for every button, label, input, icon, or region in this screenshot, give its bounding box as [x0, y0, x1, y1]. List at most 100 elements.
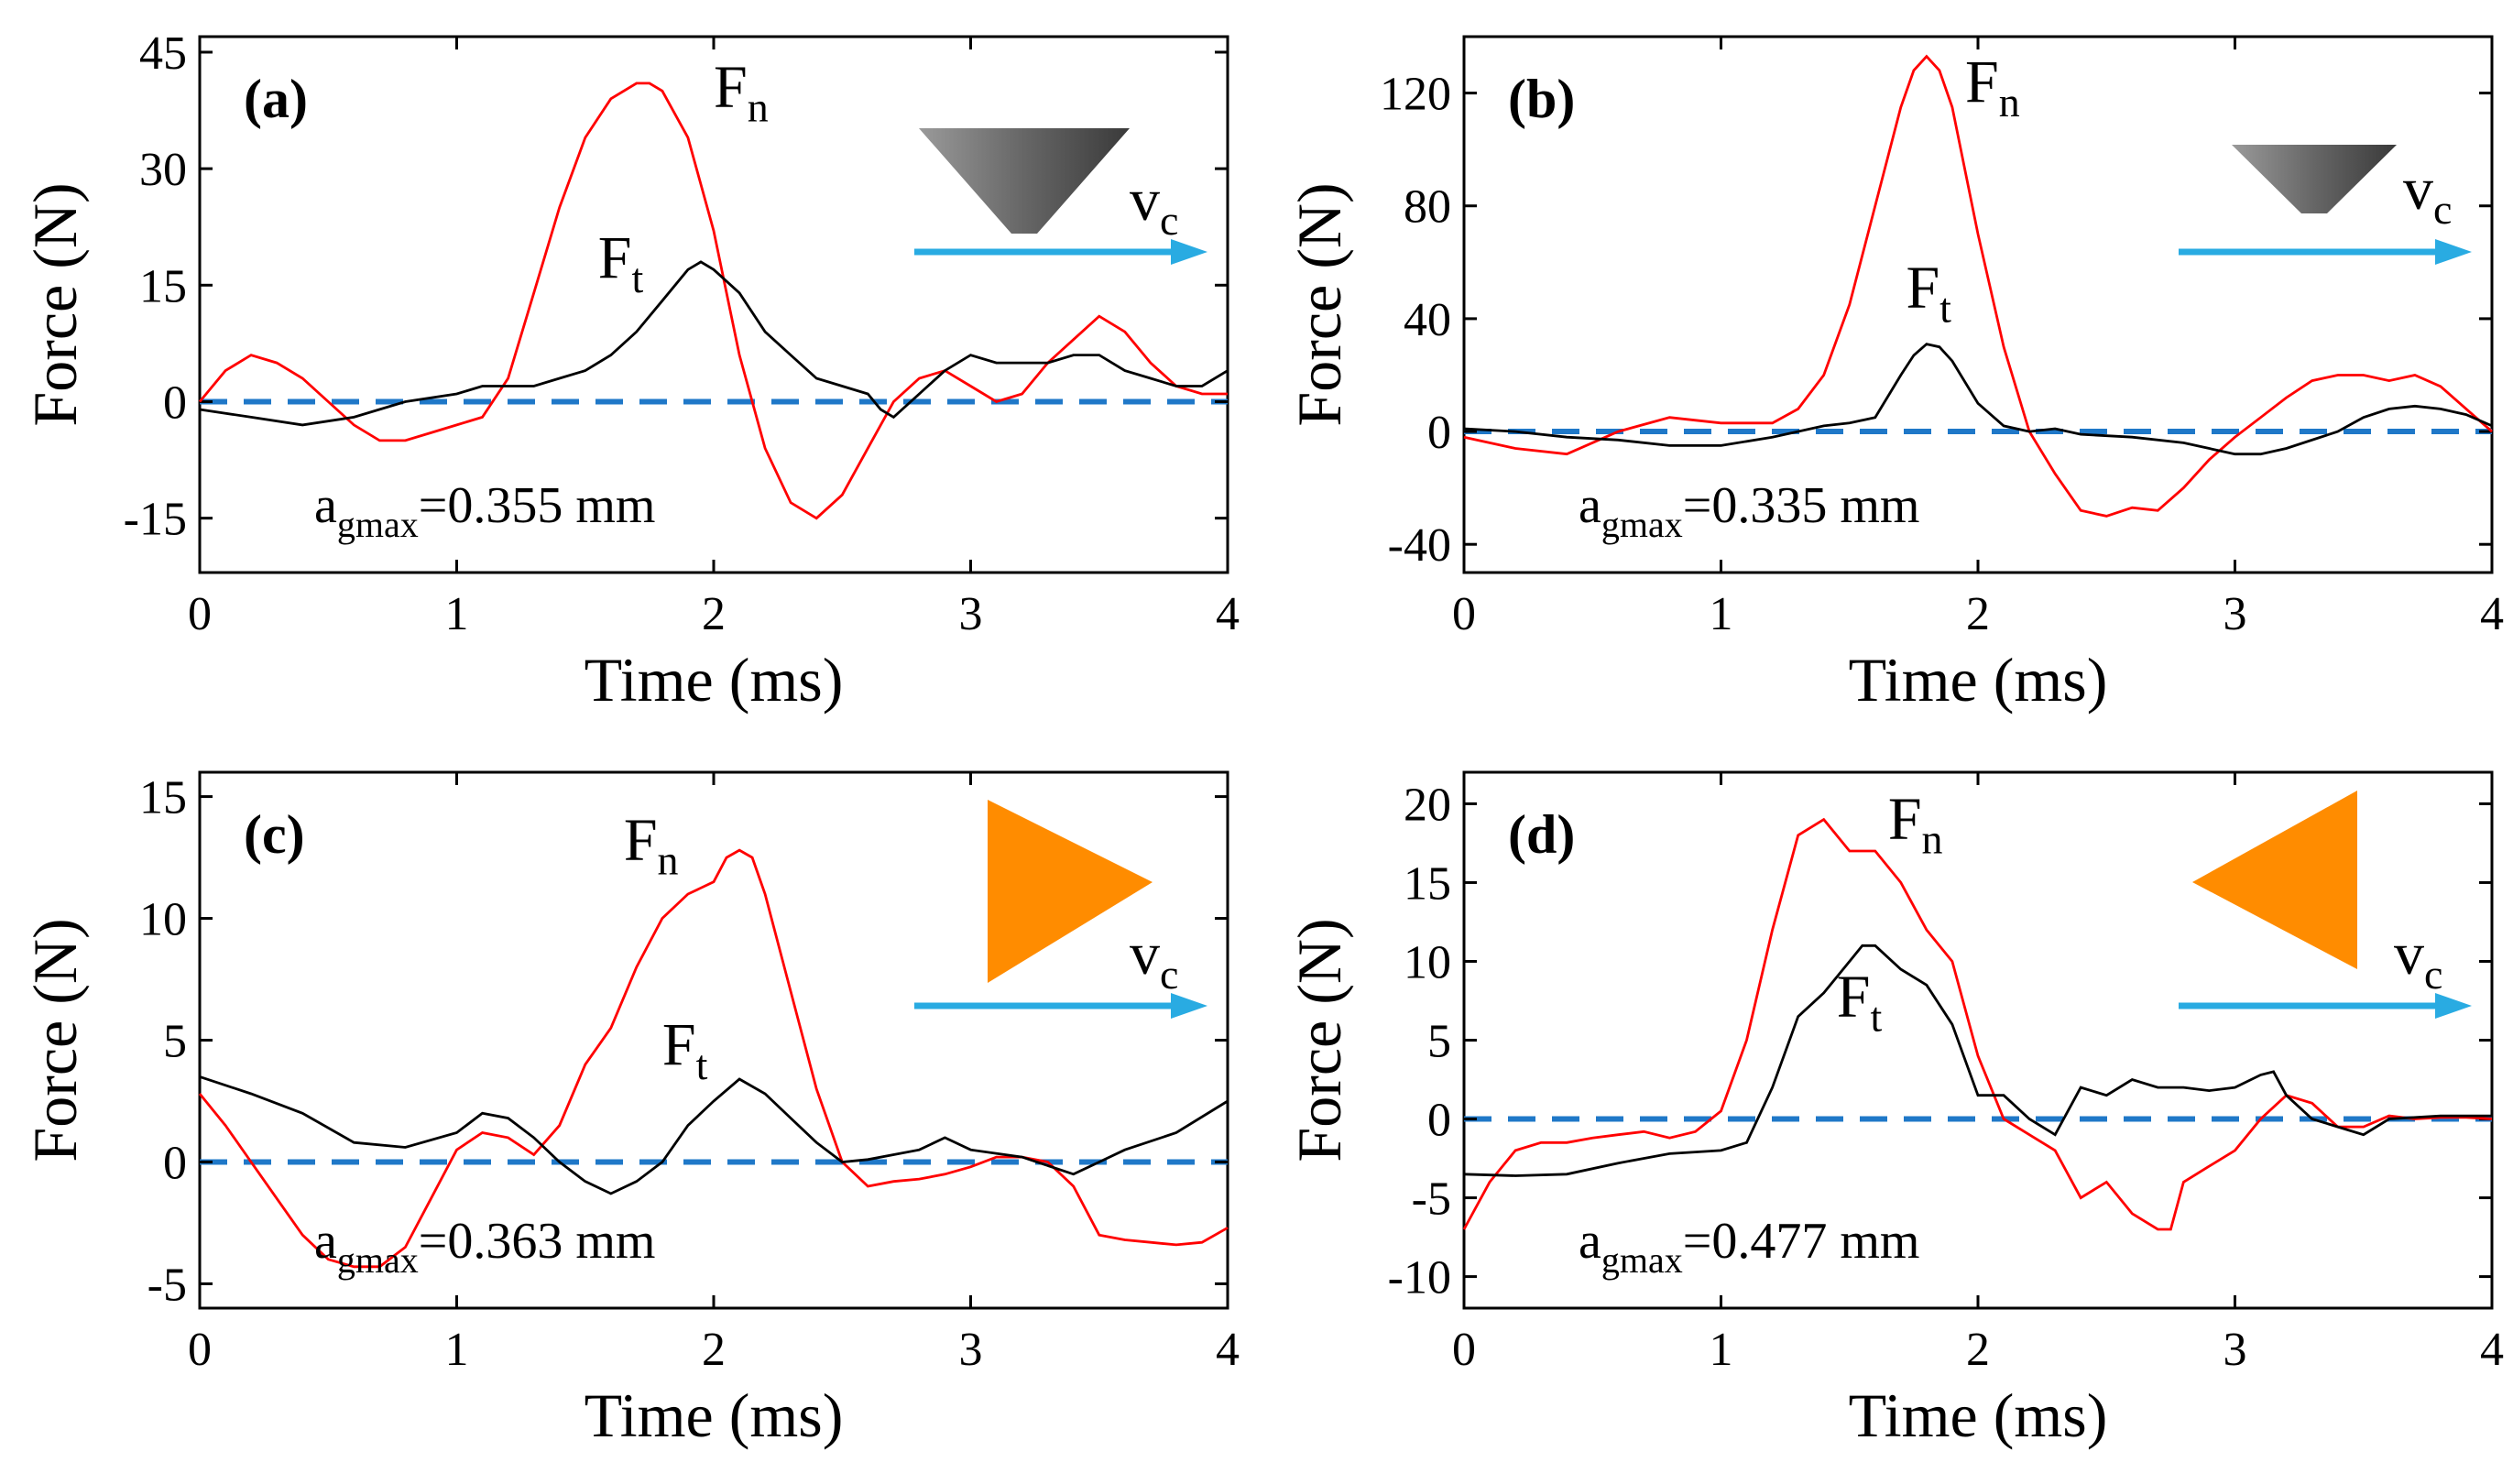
velocity-label: vc — [1130, 167, 1178, 244]
x-tick-label: 1 — [1710, 1324, 1733, 1376]
y-tick-label: 0 — [163, 1137, 187, 1189]
x-tick-label: 1 — [445, 1324, 469, 1376]
velocity-label-sub: c — [2433, 186, 2452, 233]
y-tick-label: 5 — [1427, 1016, 1451, 1068]
series-label-ft-main: F — [1906, 255, 1939, 322]
series-label-ft-main: F — [662, 1011, 696, 1078]
velocity-arrow-head — [1171, 239, 1207, 265]
series-line-ft — [1463, 944, 2492, 1177]
gmax-note-main: a — [1579, 477, 1601, 534]
cone-icon — [919, 128, 1130, 234]
gmax-note-rest: =0.363 mm — [419, 1213, 656, 1270]
gmax-note-rest: =0.355 mm — [419, 477, 656, 534]
velocity-label-sub: c — [2424, 951, 2442, 998]
y-tick-label: 30 — [139, 144, 187, 196]
triangle-shape — [2192, 791, 2357, 969]
x-tick-label: 2 — [702, 588, 726, 640]
series-label-fn-main: F — [1888, 785, 1922, 852]
series-label-fn: Fn — [714, 53, 769, 130]
series-label-fn: Fn — [1888, 785, 1943, 862]
series-label-ft-sub: t — [631, 255, 643, 301]
gmax-note: agmax=0.477 mm — [1579, 1213, 1919, 1281]
gmax-note-sub: gmax — [337, 1239, 419, 1281]
gmax-note: agmax=0.363 mm — [314, 1213, 655, 1281]
y-tick-label: 80 — [1404, 181, 1451, 234]
series-label-fn-main: F — [1965, 49, 1999, 115]
y-axis-title: Force (N) — [1284, 918, 1354, 1162]
x-axis-title: Time (ms) — [1849, 645, 2108, 715]
series-label-fn: Fn — [1965, 49, 2020, 125]
y-tick-label: -10 — [1388, 1252, 1451, 1304]
y-axis-title: Force (N) — [1284, 182, 1354, 426]
series-label-fn-main: F — [624, 807, 658, 874]
y-axis-title: Force (N) — [20, 182, 90, 426]
triangle-shape — [988, 800, 1153, 983]
y-tick-label: -15 — [124, 494, 187, 546]
series-label-ft: Ft — [598, 224, 644, 301]
series-line-ft — [199, 260, 1229, 427]
y-tick-label: 0 — [1427, 407, 1451, 459]
velocity-label: vc — [1130, 921, 1178, 998]
x-tick-label: 1 — [1710, 588, 1733, 640]
series-label-fn-sub: n — [658, 837, 679, 884]
velocity-arrow-head — [2435, 993, 2472, 1019]
gmax-note: agmax=0.335 mm — [1579, 477, 1919, 545]
gmax-note-main: a — [314, 1213, 337, 1270]
y-tick-label: 15 — [139, 260, 187, 312]
x-tick-label: 2 — [1966, 588, 1990, 640]
gmax-note: agmax=0.355 mm — [314, 477, 655, 545]
x-tick-label: 2 — [702, 1324, 726, 1376]
series-line-fn — [198, 848, 1229, 1269]
series-line-fn — [198, 82, 1228, 520]
x-tick-label: 4 — [2480, 588, 2504, 640]
y-tick-label: 20 — [1404, 779, 1451, 831]
velocity-label-main: v — [2394, 921, 2424, 988]
triangle-left-icon — [2192, 791, 2357, 969]
y-tick-label: 0 — [163, 376, 187, 429]
series-label-ft-main: F — [1837, 964, 1871, 1031]
x-tick-label: 3 — [959, 1324, 983, 1376]
y-tick-label: -5 — [1412, 1173, 1451, 1226]
velocity-label: vc — [2394, 921, 2442, 998]
y-tick-label: 40 — [1404, 294, 1451, 346]
x-axis-title: Time (ms) — [1849, 1380, 2108, 1450]
x-tick-label: 0 — [188, 1324, 212, 1376]
series-label-ft-main: F — [598, 224, 632, 291]
gmax-note-sub: gmax — [1601, 504, 1683, 545]
series-line-fn — [1463, 54, 2493, 518]
series-line-ft — [1463, 343, 2493, 456]
velocity-arrow-head — [2435, 239, 2472, 265]
y-tick-label: 15 — [139, 772, 187, 824]
x-tick-label: 2 — [1966, 1324, 1990, 1376]
y-tick-label: 5 — [163, 1016, 187, 1068]
velocity-label-main: v — [1130, 167, 1160, 234]
velocity-label-sub: c — [1160, 197, 1178, 244]
velocity-label-main: v — [2403, 156, 2433, 223]
panel-label: (d) — [1508, 804, 1575, 865]
y-tick-label: 120 — [1380, 69, 1451, 121]
cone-shape — [919, 128, 1130, 234]
series-line-ft — [199, 1075, 1229, 1195]
y-axis-title: Force (N) — [20, 918, 90, 1162]
x-tick-label: 0 — [188, 588, 212, 640]
x-tick-label: 4 — [1216, 588, 1240, 640]
series-label-fn-sub: n — [1922, 815, 1943, 862]
x-tick-label: 3 — [959, 588, 983, 640]
x-tick-label: 0 — [1452, 588, 1476, 640]
x-tick-label: 4 — [1216, 1324, 1240, 1376]
panel-d: 0 1 2 3 4 -10 -5 0 5 10 15 20 Time (ms) Force (N) (d) F… — [1284, 770, 2504, 1450]
velocity-label: vc — [2403, 156, 2452, 233]
gmax-note-main: a — [314, 477, 337, 534]
x-tick-label: 3 — [2223, 588, 2247, 640]
gmax-note-sub: gmax — [1601, 1239, 1683, 1281]
gmax-note-rest: =0.477 mm — [1683, 1213, 1920, 1270]
panel-label: (a) — [244, 69, 308, 129]
gmax-note-main: a — [1579, 1213, 1601, 1270]
gmax-note-rest: =0.335 mm — [1683, 477, 1920, 534]
velocity-label-sub: c — [1160, 951, 1178, 998]
series-label-ft-sub: t — [696, 1042, 708, 1088]
plot-frame — [1462, 35, 2494, 574]
